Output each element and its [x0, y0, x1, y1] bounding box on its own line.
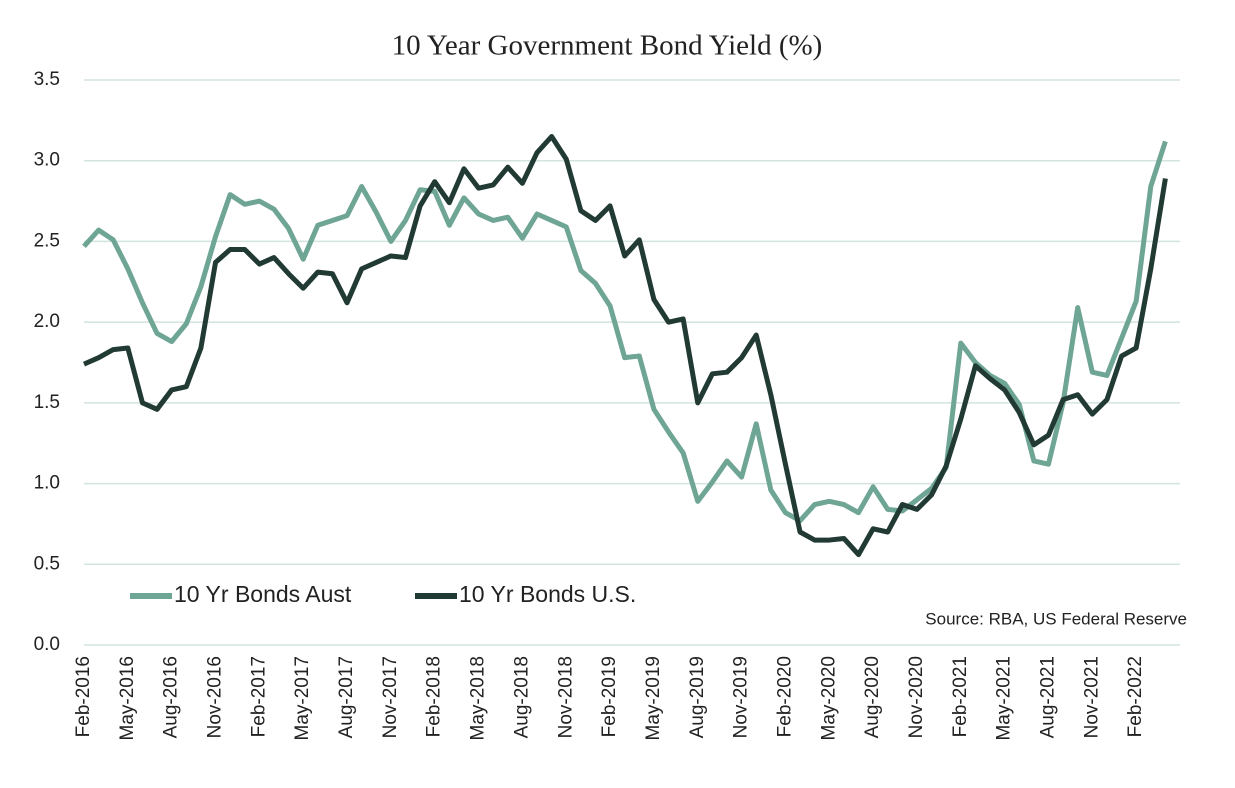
x-tick-label: May-2020 [818, 656, 839, 741]
chart-title: 10 Year Government Bond Yield (%) [392, 30, 823, 62]
x-tick-label: Aug-2017 [336, 656, 357, 738]
y-tick-label: 2.0 [34, 311, 60, 332]
x-tick-label: Aug-2021 [1037, 656, 1058, 738]
y-tick-label: 3.5 [34, 69, 60, 90]
y-tick-label: 0.5 [34, 553, 60, 574]
y-tick-label: 2.5 [34, 230, 60, 251]
x-tick-label: Nov-2017 [380, 656, 401, 738]
x-tick-label: May-2017 [292, 656, 313, 741]
x-tick-label: May-2021 [994, 656, 1015, 741]
x-tick-label: Feb-2016 [73, 656, 94, 737]
x-tick-label: Nov-2018 [555, 656, 576, 738]
y-tick-label: 1.5 [34, 392, 60, 413]
y-tick-label: 0.0 [34, 634, 60, 655]
y-tick-label: 1.0 [34, 473, 60, 494]
x-tick-label: Feb-2020 [774, 656, 795, 737]
series-line [82, 134, 1168, 558]
source-note: Source: RBA, US Federal Reserve [925, 609, 1187, 628]
x-tick-label: Feb-2017 [248, 656, 269, 737]
x-tick-label: Feb-2021 [950, 656, 971, 737]
x-tick-label: Nov-2021 [1081, 656, 1102, 738]
x-tick-label: May-2019 [643, 656, 664, 741]
x-tick-label: Feb-2022 [1125, 656, 1146, 737]
x-tick-label: Nov-2020 [906, 656, 927, 738]
x-tick-label: Aug-2020 [862, 656, 883, 738]
x-tick-label: Nov-2016 [205, 656, 226, 738]
y-tick-label: 3.0 [34, 150, 60, 171]
x-tick-label: Nov-2019 [731, 656, 752, 738]
x-tick-label: Aug-2016 [161, 656, 182, 738]
legend-label: 10 Yr Bonds Aust [174, 581, 352, 607]
x-tick-label: Aug-2018 [511, 656, 532, 738]
series-line [82, 140, 1168, 524]
x-tick-label: May-2018 [468, 656, 489, 741]
x-tick-label: Feb-2019 [599, 656, 620, 737]
x-tick-label: May-2016 [117, 656, 138, 741]
x-tick-label: Aug-2019 [687, 656, 708, 738]
x-tick-label: Feb-2018 [424, 656, 445, 737]
legend-label: 10 Yr Bonds U.S. [459, 581, 636, 607]
